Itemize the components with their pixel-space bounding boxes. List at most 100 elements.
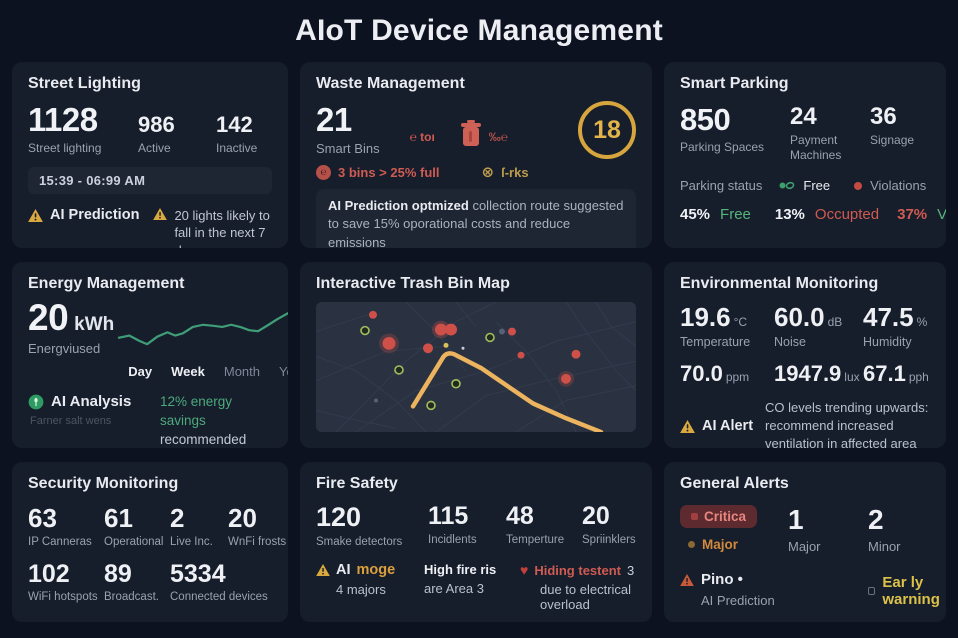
smart-parking-card: Smart Parking 850 Parking Spaces 24 Paym… — [664, 62, 946, 248]
metric-label: Humidity — [863, 334, 912, 349]
parking-status-row: Parking status Free Violations — [680, 178, 930, 193]
fire-ai-highlight: moge — [356, 561, 396, 578]
collection-gauge: 18 — [578, 101, 636, 159]
metric-unit: dB — [827, 315, 843, 329]
ai-alert: AI Alert — [680, 399, 753, 448]
stat-label: Active — [138, 140, 171, 155]
fire-risk-block: High fire ris are Area 3 — [424, 562, 520, 612]
free-spots-icon — [779, 182, 795, 190]
savings-rest: recommended through automatic streetligh… — [160, 431, 247, 447]
general-alerts-card: General Alerts Critica Major 1 Major 2 M… — [664, 462, 946, 622]
page-header: AIoT Device Management — [0, 0, 958, 62]
pct-occupied-value: 13% — [774, 206, 805, 224]
fire-alert-icon: ♥ — [520, 561, 529, 578]
major-dot-icon — [688, 541, 695, 548]
metric-value: 60.0 — [774, 302, 825, 332]
stat-smart-bins: 21 Smart Bins — [316, 101, 380, 157]
card-title: Security Monitoring — [28, 475, 179, 492]
energy-unit: kWh — [74, 314, 115, 335]
fire-risk-subtext: are Area 3 — [424, 580, 484, 596]
ai-suggestion-bold: AI Prediction optmized — [328, 198, 469, 213]
trash-bin-icon — [460, 120, 481, 146]
pct-occupied-label: Occupted — [814, 206, 880, 224]
metric-pph: 67.1 pph — [863, 361, 929, 387]
stat-wifi-hotspots: 102 WiFi hotspots — [28, 559, 98, 604]
ai-prediction: AI Prediction — [28, 207, 139, 223]
alert-badges: Critica Major — [680, 505, 788, 552]
card-title: Energy Management — [28, 275, 185, 292]
alerts-summary-row: Critica Major 1 Major 2 Minor — [680, 504, 930, 555]
street-lighting-stats: 1128 Street lighting 986 Active 142 Inac… — [28, 101, 272, 156]
tab-week[interactable]: Week — [171, 364, 205, 379]
card-title: Street Lighting — [28, 75, 141, 92]
ai-alert-message: CO levels trending upwards: recommend in… — [765, 400, 929, 448]
card-title: Waste Management — [316, 75, 465, 92]
prediction-title: Pino • — [701, 571, 743, 589]
pct-free-label: Free — [720, 206, 751, 224]
ai-analysis: AI Analysis Farner salt wens — [28, 393, 146, 448]
environment-metrics-row2: 70.0 ppm 1947.9 lux 67.1 pph — [680, 362, 930, 386]
metric-temperature: 19.6 °C Temperature — [680, 303, 774, 350]
stat-smoke-detectors: 120 Smake detectors — [316, 502, 403, 548]
environment-metrics-row1: 19.6 °C Temperature 60.0 dB Noise 47.5% Hu… — [680, 303, 930, 350]
lighting-schedule-control[interactable]: 15:39 - 06:99 AM — [28, 166, 272, 194]
pct-violations-label: Ven — [937, 206, 946, 224]
metric-value: 19.6 — [680, 302, 731, 332]
tab-month[interactable]: Month — [223, 364, 260, 379]
metric-unit: % — [916, 315, 928, 329]
card-title: General Alerts — [680, 475, 789, 492]
stat-label: Inactive — [216, 140, 258, 155]
stat-label: Smart Bins — [316, 140, 380, 156]
prediction-block: Pino • AI Prediction — [680, 571, 868, 608]
environmental-monitoring-card: Environmental Monitoring 19.6 °C Temperat… — [664, 262, 946, 448]
fire-footer: AI moge 4 majors High fire ris are Area … — [316, 562, 636, 612]
metric-co: 70.0 ppm — [680, 361, 750, 387]
ai-alert-label: AI Alert — [702, 418, 754, 435]
critical-dot-icon — [691, 513, 698, 520]
ai-alert-row: AI Alert CO levels trending upwards: rec… — [680, 399, 930, 448]
card-title: Smart Parking — [680, 75, 789, 92]
bins-full-alert: ℮ 3 bins > 25% full — [316, 165, 440, 180]
alerts-footer: Pino • AI Prediction Ear ly warning — [680, 571, 940, 608]
ai-prediction-row: AI Prediction 20 lights likely to fall i… — [28, 207, 272, 248]
legend-violations-label: Violations — [870, 178, 927, 194]
ai-analysis-label: AI Analysis — [51, 393, 132, 410]
stat-sprinklers: 20 Spriinklers — [582, 502, 636, 546]
stat-label: Payment Machines — [790, 133, 842, 163]
tab-day[interactable]: Day — [128, 364, 153, 379]
tab-year[interactable]: Year — [279, 364, 288, 379]
stat-signage: 36 Signage — [870, 103, 930, 148]
major-badge-label: Major — [702, 537, 739, 552]
critical-badge[interactable]: Critica — [680, 505, 758, 528]
fire-ai-prefix: AI — [336, 561, 351, 578]
stat-total: 1128 Street lighting — [28, 101, 138, 156]
stat-value: 1128 — [28, 101, 98, 138]
metric-humidity: 47.5% Humidity — [863, 303, 930, 350]
card-title: Interactive Trash Bin Map — [316, 275, 510, 292]
parking-stats: 850 Parking Spaces 24 Payment Machines 3… — [680, 103, 930, 163]
warning-triangle-icon — [153, 207, 168, 220]
ai-analysis-icon — [28, 394, 44, 409]
stat-payment-machines: 24 Payment Machines — [790, 103, 870, 163]
stat-value: 21 — [316, 101, 352, 139]
fire-safety-card: Fire Safety 120 Smake detectors 115 Inci… — [300, 462, 652, 622]
critical-badge-label: Critica — [704, 509, 747, 524]
waste-stats-row: 21 Smart Bins ℮ toı ‰℮ 18 — [316, 101, 636, 159]
waste-ai-suggestion: AI Prediction optmized collection route … — [316, 189, 636, 248]
legend-free-label: Free — [803, 178, 831, 194]
stat-inactive: 142 Inactive — [216, 113, 272, 155]
stat-incidents: 115 Incidlents — [428, 502, 477, 546]
gauge-value: 18 — [593, 115, 621, 144]
early-warning[interactable]: Ear ly warning — [868, 573, 944, 608]
fire-alert-block: ♥ Hiding testent 3 due to electrical ove… — [520, 562, 636, 612]
stat-broadcast: 89 Broadcast. — [104, 559, 159, 604]
pct-violations-value: 37% — [897, 206, 928, 224]
prediction-triangle-icon — [680, 574, 694, 587]
major-badge[interactable]: Major — [680, 537, 788, 552]
energy-chart-area: Day Week Month Year — [114, 299, 288, 379]
trash-bin-map[interactable] — [316, 302, 636, 432]
trucks-alert: ⊗ ſ-rks — [482, 165, 529, 180]
fire-alert-highlight: Hiding testent — [534, 562, 621, 578]
ai-prediction-message: 20 lights likely to fall in the next 7 d… — [153, 207, 272, 248]
stat-live: 2 Live Inc. — [170, 503, 213, 548]
